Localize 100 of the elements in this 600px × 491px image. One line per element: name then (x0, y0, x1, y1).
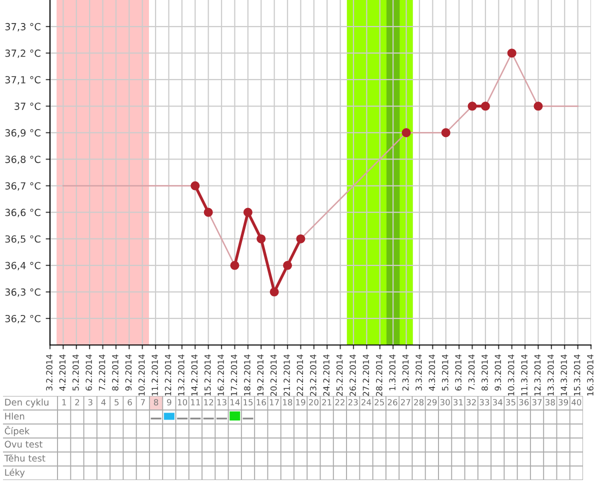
x-tick-label: 24 (362, 399, 372, 406)
x-tick-label: 3 (88, 399, 92, 406)
x-tick-label: 19 (296, 399, 306, 406)
x-tick-label: 14.3.2014 (560, 354, 568, 396)
x-tick-label: 8.2.2014 (112, 354, 118, 391)
x-tick-label: 4.3.2014 (428, 354, 436, 391)
x-tick-label: 6 (128, 399, 132, 406)
point (507, 48, 516, 58)
x-tick-label: 37 (532, 399, 542, 406)
x-tick-label: 24.2.2014 (323, 354, 330, 396)
y-tick-label: Ovu test (4, 440, 42, 448)
x-tick-label: 15 (244, 399, 253, 406)
x-tick-label: 6.2.2014 (86, 354, 92, 391)
x-tick-label: 11.3.2014 (521, 354, 528, 396)
y-tick-label: Hlen (5, 412, 24, 420)
y-tick-label: 36,2 °C (5, 314, 40, 324)
x-tick-label: 12.3.2014 (534, 354, 541, 396)
x-tick-label: 13.3.2014 (548, 354, 554, 396)
x-tick-label: 7.2.2014 (98, 354, 106, 390)
point (468, 102, 477, 111)
x-tick-label: 16 (256, 399, 266, 406)
x-tick-label: 8.3.2014 (482, 354, 488, 391)
x-tick-label: 27.2.2014 (362, 354, 370, 396)
x-tick-label: 27 (400, 399, 410, 406)
x-tick-label: 6.3.2014 (455, 354, 462, 391)
x-tick-label: 17 (270, 399, 279, 406)
x-tick-label: 23 (348, 399, 358, 406)
point (296, 234, 306, 244)
x-tick-label: 18.2.2014 (244, 354, 250, 396)
x-tick-label: 2 (75, 399, 80, 406)
x-tick-label: 9.3.2014 (494, 354, 502, 391)
x-tick-label: 14.2.2014 (191, 354, 198, 396)
x-tick-label: 20.2.2014 (270, 354, 277, 396)
x-tick-label: 36 (519, 399, 529, 406)
x-tick-label: 4 (101, 399, 106, 406)
x-tick-label: 9 (167, 399, 172, 406)
x-tick-label: 26.2.2014 (350, 354, 356, 396)
x-tick-label: 12.2.2014 (164, 354, 172, 396)
point (534, 102, 543, 111)
x-tick-label: 3.3.2014 (416, 354, 422, 390)
x-tick-label: 25.2.2014 (336, 354, 343, 396)
x-tick-label: 1.3.2014 (389, 354, 396, 390)
point (480, 102, 490, 111)
point (270, 287, 279, 296)
x-tick-label: 19.2.2014 (257, 354, 264, 396)
x-tick-label: 21 (322, 399, 332, 406)
y-tick-label: Čípek (4, 426, 30, 436)
x-tick-label: 13.2.2014 (178, 354, 184, 396)
x-tick-label: 31 (454, 399, 463, 406)
point (190, 181, 200, 190)
y-tick-label: 36,4 °C (5, 262, 40, 270)
y-tick-label: 36,8 °C (5, 156, 40, 164)
y-tick-label: 37,1 °C (5, 76, 40, 84)
x-tick-label: 4.2.2014 (59, 354, 66, 391)
x-tick-label: 38 (545, 399, 555, 406)
x-tick-label: 5.2.2014 (72, 354, 79, 390)
y-tick-label: 37,2 °C (5, 50, 40, 58)
y-tick-label: 37 °C (14, 102, 40, 110)
y-tick-label: 36,3 °C (5, 288, 40, 297)
x-tick-label: 16.2.2014 (218, 354, 224, 396)
x-tick-label: 2.3.2014 (402, 354, 409, 391)
x-tick-label: 8 (154, 399, 158, 406)
x-axis-title: Den cyklu (5, 398, 48, 408)
x-tick-label: 28 (414, 399, 424, 406)
x-tick-label: 11 (191, 399, 200, 406)
x-tick-label: 28.2.2014 (376, 354, 382, 396)
y-tick-label: 36,6 °C (5, 208, 40, 218)
x-tick-label: 15.3.2014 (574, 354, 580, 396)
x-tick-label: 12 (204, 399, 214, 406)
point (256, 234, 266, 244)
point (402, 128, 411, 138)
point (441, 128, 450, 138)
y-tick-label: Těhu test (4, 454, 46, 462)
point (243, 208, 252, 217)
x-tick-label: 1 (62, 399, 66, 406)
x-tick-label: 39 (558, 399, 568, 406)
x-tick-label: 5 (114, 399, 119, 406)
x-tick-label: 20 (309, 399, 318, 406)
point (204, 208, 213, 217)
x-tick-label: 7.3.2014 (468, 354, 475, 390)
y-tick-label: 37,3 °C (5, 23, 40, 32)
x-tick-label: 26 (388, 399, 398, 406)
x-tick-label: 9.2.2014 (125, 354, 132, 391)
x-tick-label: 16.3.2014 (587, 354, 594, 396)
x-tick-label: 23.2.2014 (310, 354, 316, 396)
x-tick-label: 40 (572, 399, 582, 406)
x-tick-label: 21.2.2014 (284, 354, 290, 396)
x-tick-label: 32 (466, 399, 476, 406)
y-tick-label: 36,7 °C (5, 182, 40, 191)
x-tick-label: 14 (230, 399, 240, 406)
x-tick-label: 11.2.2014 (152, 354, 158, 396)
x-tick-label: 25 (374, 399, 384, 406)
x-tick-label: 13 (217, 399, 226, 406)
point (230, 260, 240, 270)
x-tick-label: 3.2.2014 (46, 354, 52, 390)
x-tick-label: 18 (283, 399, 292, 406)
x-tick-label: 15.2.2014 (204, 354, 211, 396)
x-tick-label: 22.2.2014 (296, 354, 304, 396)
y-tick-label: Léky (5, 468, 25, 478)
x-tick-label: 17.2.2014 (230, 354, 238, 396)
